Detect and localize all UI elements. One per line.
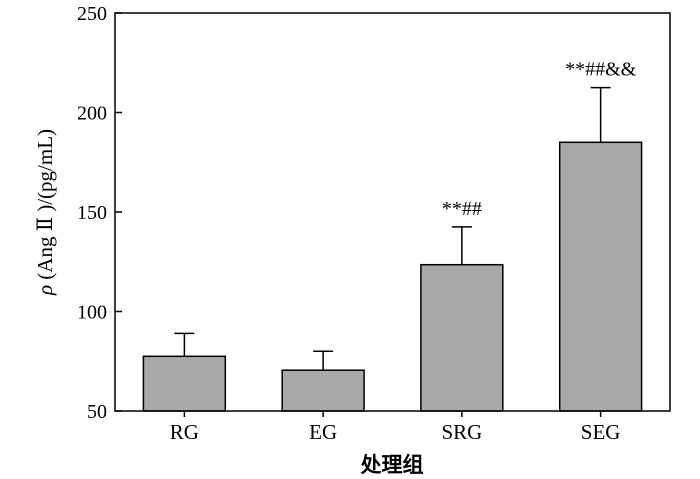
error-bars-group — [174, 86, 611, 371]
x-tick-label-rg: RG — [170, 420, 199, 444]
y-ticks-group: 50 100 150 200 250 — [77, 3, 122, 423]
x-tick-label-srg: SRG — [441, 420, 482, 444]
y-axis-title-text: (Ang Ⅱ )/(pg/mL) — [33, 129, 57, 285]
y-tick-label-200: 200 — [77, 103, 107, 125]
bars-group — [142, 141, 643, 412]
x-tick-label-seg: SEG — [581, 420, 621, 444]
bar-seg — [558, 141, 643, 412]
bar-srg — [420, 263, 504, 412]
bar-rg — [142, 355, 227, 412]
y-tick-label-50: 50 — [87, 401, 107, 423]
y-axis-symbol: ρ — [33, 285, 57, 296]
y-tick-label-250: 250 — [77, 3, 107, 25]
annotations-group: **## **##&& — [442, 59, 637, 220]
y-axis-title: ρ (Ang Ⅱ )/(pg/mL) — [33, 129, 57, 296]
bar-eg — [281, 369, 365, 412]
annotation-srg: **## — [442, 198, 482, 220]
annotation-seg: **##&& — [565, 59, 637, 81]
y-tick-label-100: 100 — [77, 302, 107, 324]
x-axis-title: 处理组 — [360, 453, 424, 477]
x-ticks-group: RG EG SRG SEG — [170, 411, 621, 444]
x-tick-label-eg: EG — [309, 420, 337, 444]
y-tick-label-150: 150 — [77, 202, 107, 224]
